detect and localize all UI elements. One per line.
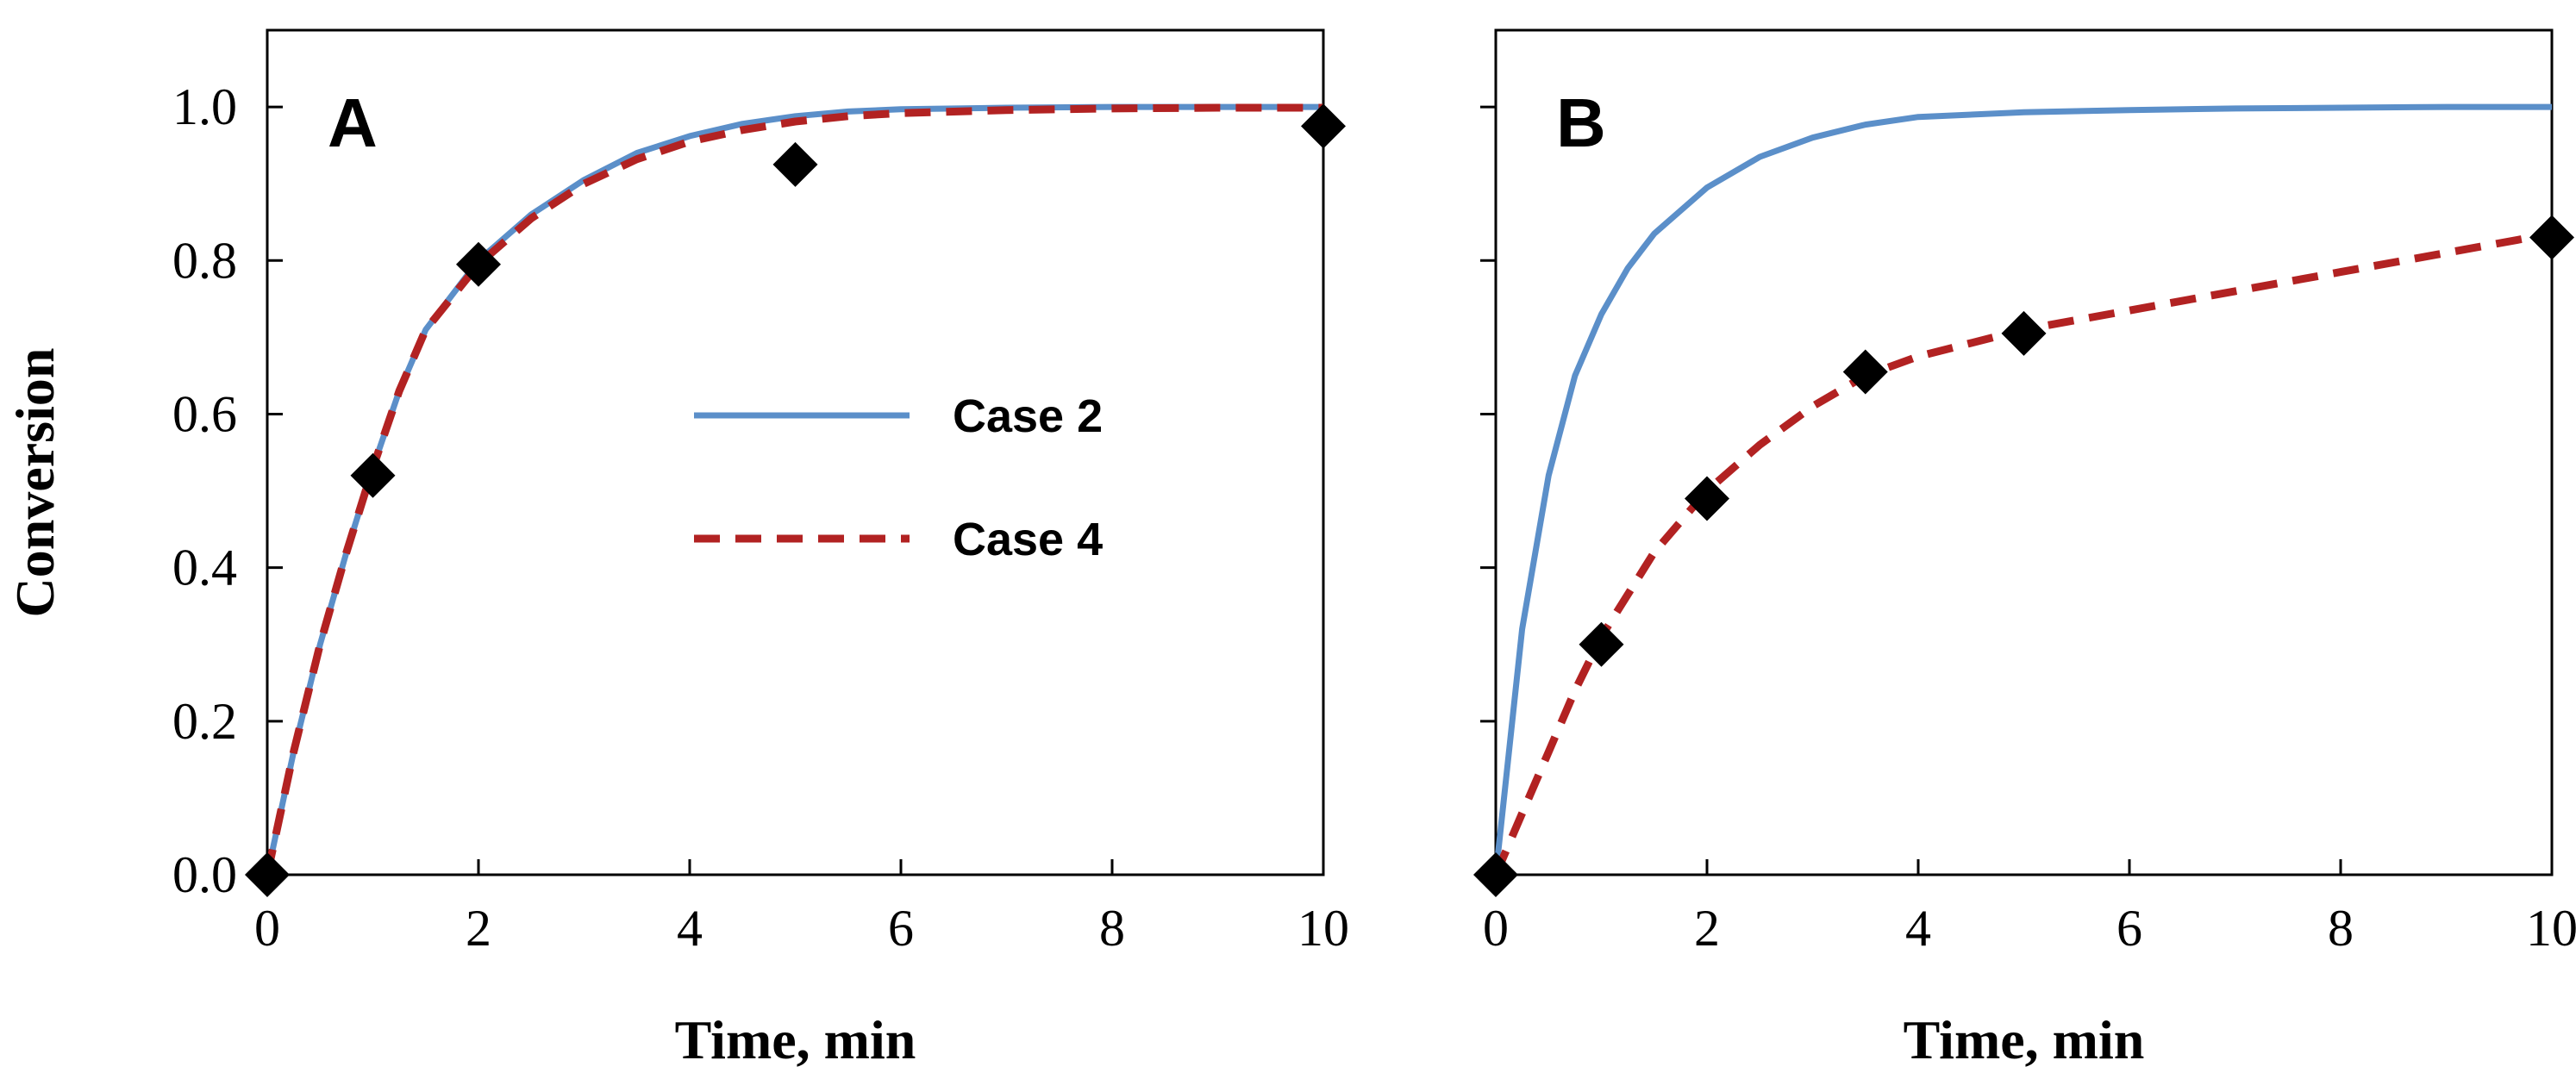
x-tick-label: 2 [466, 900, 491, 957]
panel-b-chart: 0 2 4 6 8 10 Time, min B [1473, 28, 2576, 1070]
data-marker [1473, 852, 1518, 897]
y-tick-label: 0.2 [172, 693, 237, 750]
data-marker [350, 452, 396, 498]
plot-frame [1494, 28, 2554, 876]
x-tick-label: 6 [2116, 900, 2142, 957]
data-marker [245, 852, 290, 897]
series-case-4-line [263, 103, 1323, 876]
x-axis-label: Time, min [1904, 1009, 2145, 1070]
x-tick-label: 4 [1905, 900, 1931, 957]
x-tick-label: 10 [2526, 900, 2576, 957]
y-axis-label: Conversion [4, 348, 66, 618]
data-marker [1301, 103, 1346, 149]
x-tick-label: 4 [677, 900, 703, 957]
data-marker [1842, 349, 1888, 395]
panel-letter: B [1556, 84, 1606, 161]
y-tick-label: 0.6 [172, 385, 237, 442]
data-marker [456, 241, 501, 287]
x-tick-label: 8 [2328, 900, 2354, 957]
data-marker [1579, 621, 1624, 667]
series-case-2-line [264, 103, 1323, 876]
series-case-2-line [1492, 103, 2552, 876]
y-tick-label: 1.0 [172, 78, 237, 135]
x-tick-label: 8 [1099, 900, 1125, 957]
series-case-4-line [1491, 229, 2553, 876]
plot-frame [266, 28, 1325, 876]
x-tick-label: 0 [1483, 900, 1509, 957]
x-tick-label: 6 [888, 900, 914, 957]
x-tick-label: 2 [1694, 900, 1720, 957]
x-tick-label: 10 [1297, 900, 1349, 957]
y-tick-label: 0.4 [172, 540, 237, 596]
panel-a-chart: 0 2 4 6 8 10 0.0 0.2 0.4 0.6 0.8 1.0 Time, min A Case … [172, 28, 1349, 1070]
data-marker [2529, 215, 2574, 260]
x-tick-label: 0 [254, 900, 280, 957]
y-tick-label: 0.0 [172, 846, 237, 903]
data-marker [1685, 476, 1729, 521]
panel-letter: A [328, 84, 378, 161]
legend-label: Case 4 [953, 514, 1103, 565]
x-axis-label: Time, min [675, 1009, 916, 1070]
data-marker [772, 141, 818, 187]
data-marker [2001, 310, 2047, 356]
y-tick-label: 0.8 [172, 232, 237, 289]
legend-label: Case 2 [953, 390, 1103, 442]
